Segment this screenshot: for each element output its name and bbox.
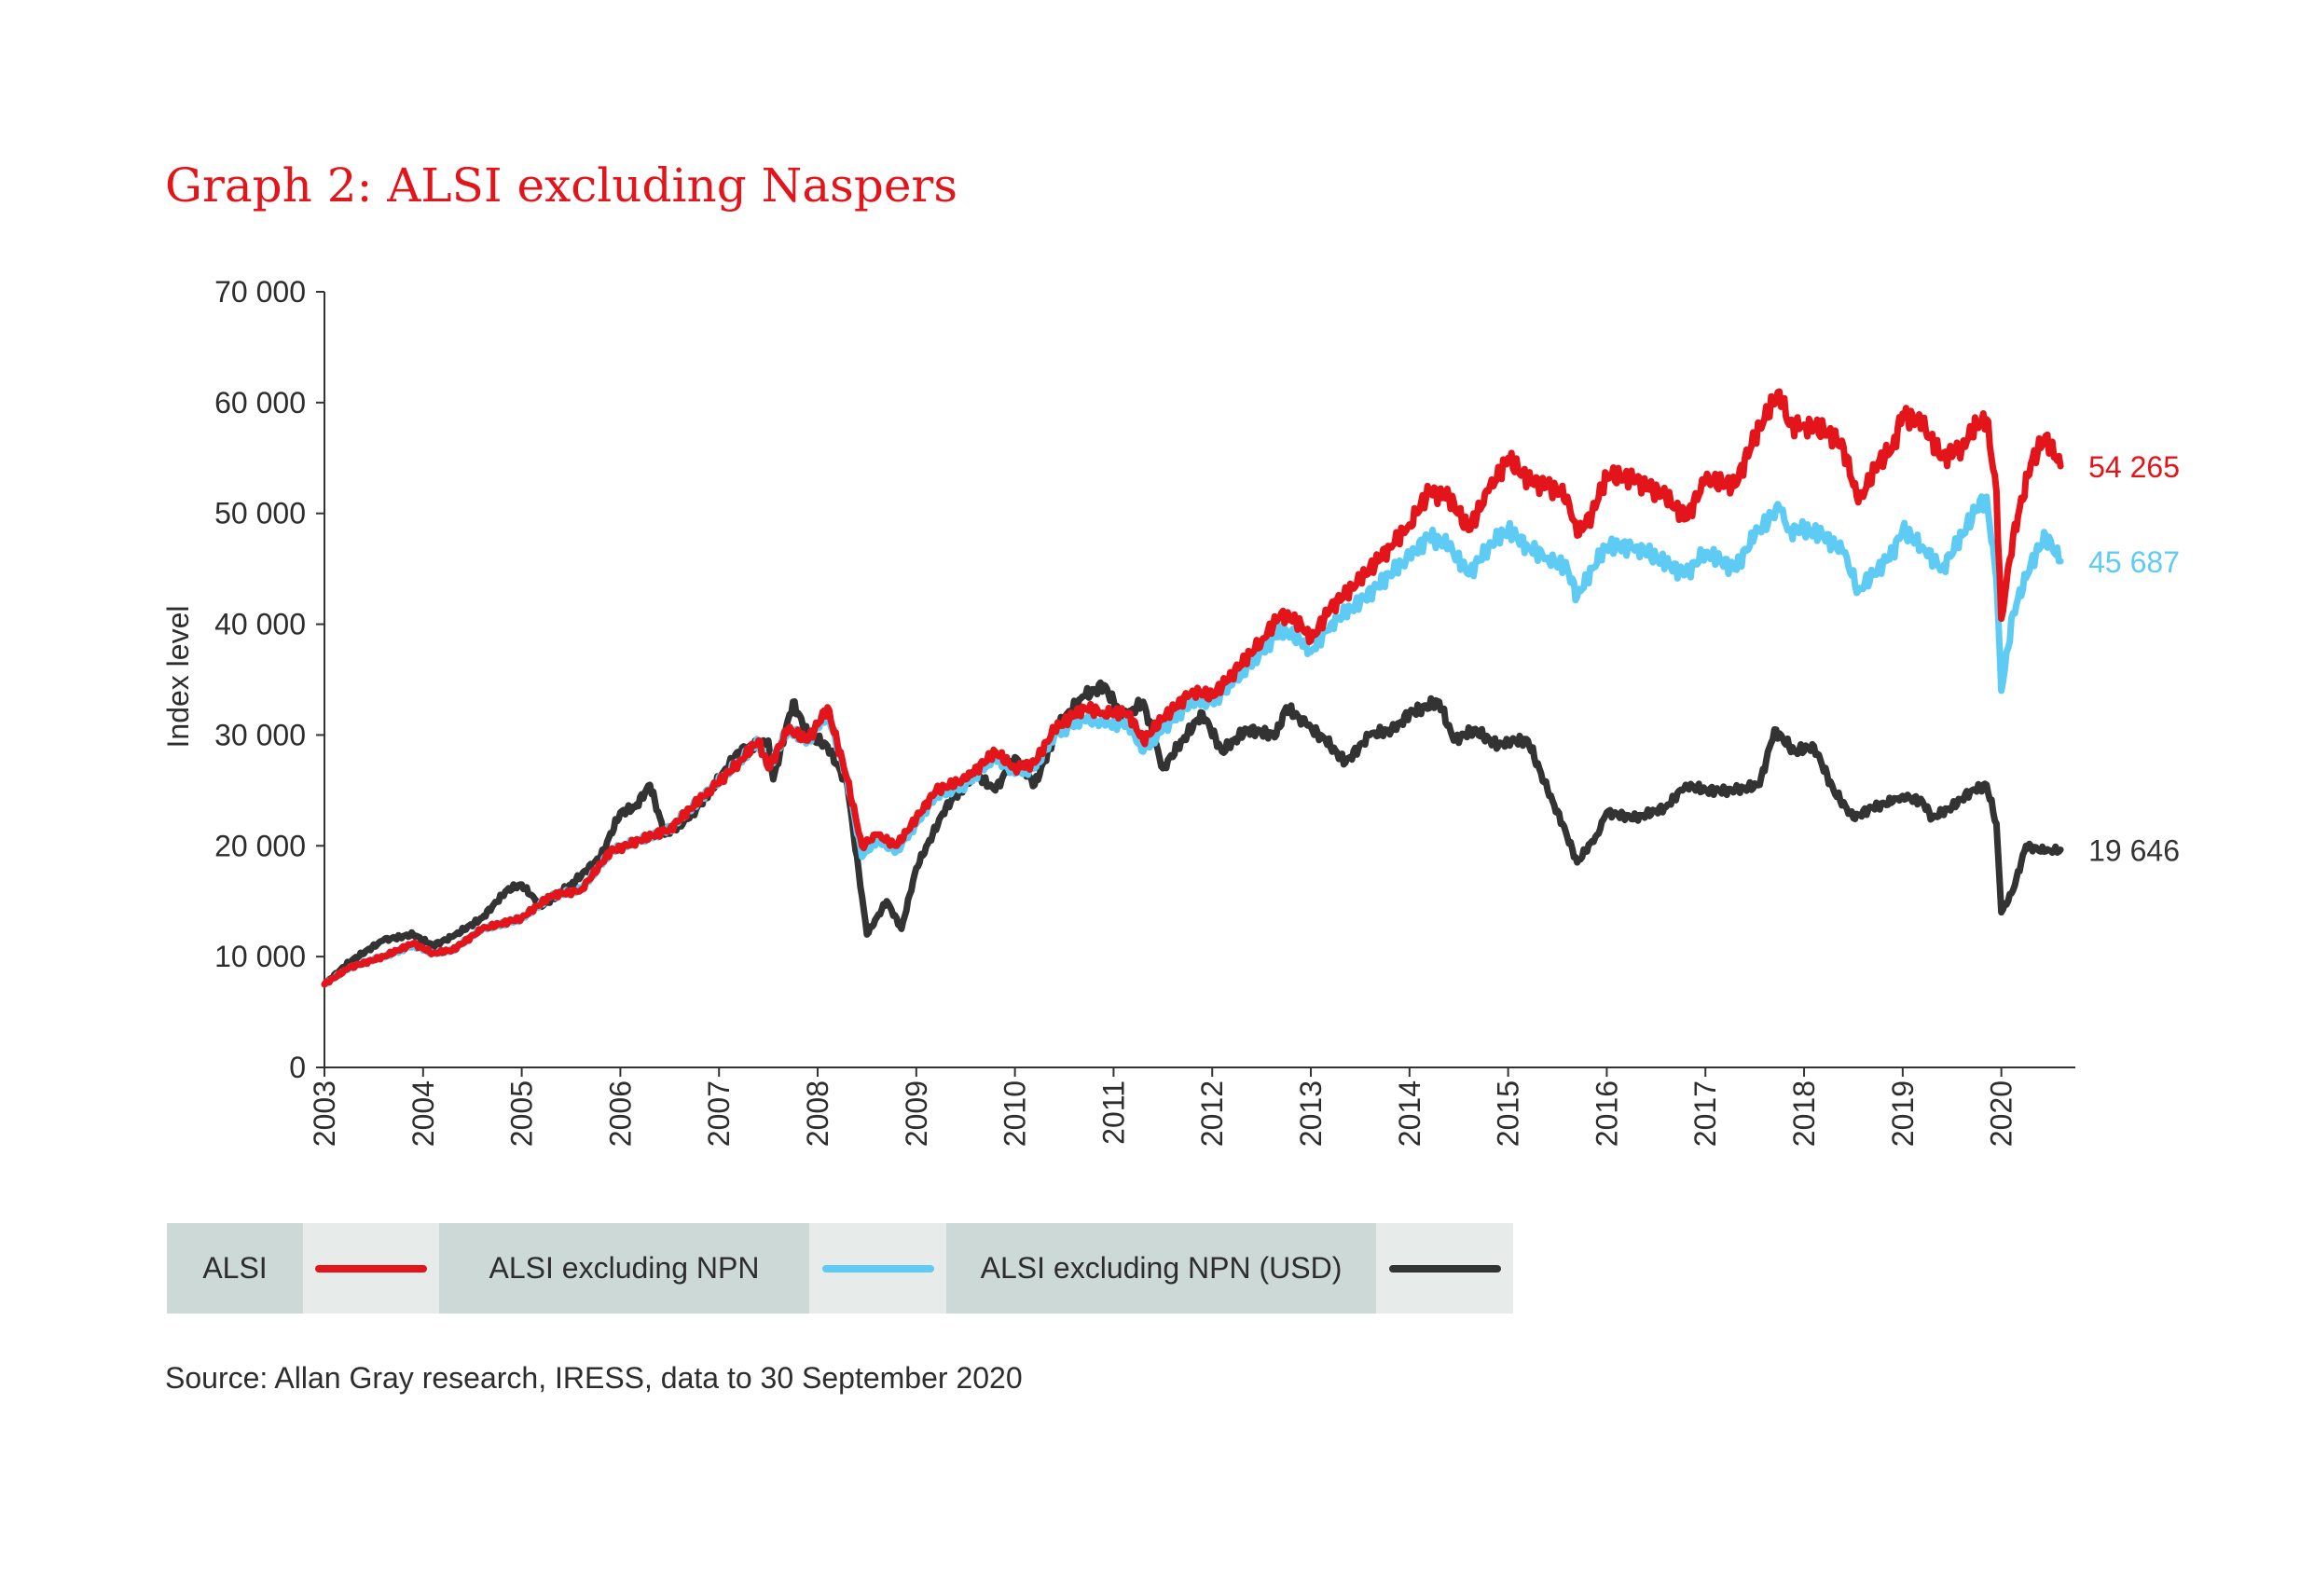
x-tick-label: 2004: [406, 1080, 440, 1147]
x-tick-label: 2019: [1886, 1080, 1920, 1147]
x-tick-label: 2006: [603, 1080, 637, 1147]
end-label-alsi: 54 265: [2088, 450, 2180, 484]
y-tick-label: 40 000: [214, 608, 306, 641]
x-tick-label: 2018: [1787, 1080, 1821, 1147]
x-tick-label: 2009: [900, 1080, 933, 1147]
y-tick-label: 20 000: [214, 829, 306, 862]
x-tick-label: 2005: [505, 1080, 539, 1147]
end-label-alsi-excluding-npn-usd: 19 646: [2088, 833, 2180, 867]
chart-end-labels: 19 646 45 687 54 265: [2088, 450, 2180, 867]
x-tick-label: 2012: [1195, 1080, 1229, 1147]
legend-swatch-alsi-excluding-npn-usd: [1376, 1223, 1513, 1314]
y-tick-label: 70 000: [214, 275, 306, 309]
end-label-alsi-excluding-npn: 45 687: [2088, 545, 2180, 579]
x-tick-label: 2011: [1096, 1080, 1130, 1145]
x-tick-label: 2007: [702, 1080, 736, 1147]
y-tick-label: 60 000: [214, 386, 306, 420]
series-line-alsi-excluding-npn: [321, 493, 2064, 988]
x-tick-label: 2014: [1393, 1080, 1426, 1147]
y-tick-label: 50 000: [214, 497, 306, 530]
x-tick-label: 2003: [308, 1080, 341, 1147]
series-line-alsi-excluding-npn-usd: [321, 679, 2064, 988]
x-tick-label: 2017: [1688, 1080, 1722, 1147]
legend-swatch-alsi: [303, 1223, 439, 1314]
y-tick-label: 30 000: [214, 718, 306, 751]
x-tick-label: 2008: [801, 1080, 834, 1147]
source-note: Source: Allan Gray research, IRESS, data…: [165, 1361, 1023, 1395]
chart-series: [321, 388, 2064, 988]
x-tick-label: 2020: [1985, 1080, 2018, 1147]
x-tick-label: 2015: [1492, 1080, 1525, 1147]
chart-legend: ALSI ALSI excluding NPN ALSI excluding N…: [167, 1223, 1513, 1314]
legend-label-alsi-excluding-npn-usd: ALSI excluding NPN (USD): [946, 1223, 1376, 1314]
legend-label-alsi-excluding-npn: ALSI excluding NPN: [439, 1223, 809, 1314]
y-tick-label: 0: [289, 1051, 306, 1084]
series-line-alsi: [321, 388, 2064, 988]
x-tick-label: 2010: [999, 1080, 1032, 1147]
x-tick-label: 2016: [1590, 1080, 1623, 1147]
y-tick-label: 10 000: [214, 940, 306, 973]
legend-label-alsi: ALSI: [167, 1223, 303, 1314]
y-axis-label: Index level: [161, 606, 195, 749]
chart-axes: 0 10 000 20 000 30 000 40 000 50 000 60 000 70 …: [214, 275, 2075, 1147]
x-tick-label: 2013: [1294, 1080, 1328, 1147]
legend-swatch-alsi-excluding-npn: [809, 1223, 946, 1314]
chart-title: Graph 2: ALSI excluding Naspers: [165, 158, 957, 213]
